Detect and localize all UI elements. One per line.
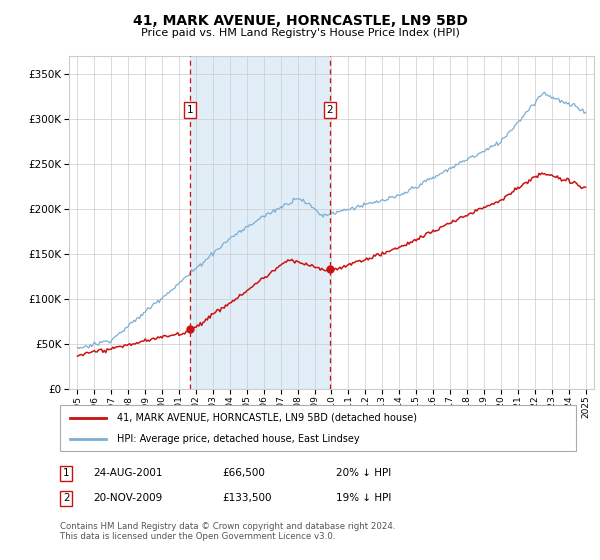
Text: 1: 1 (187, 105, 193, 115)
Text: 24-AUG-2001: 24-AUG-2001 (93, 468, 163, 478)
Text: 20% ↓ HPI: 20% ↓ HPI (336, 468, 391, 478)
Text: £133,500: £133,500 (222, 493, 271, 503)
Text: Price paid vs. HM Land Registry's House Price Index (HPI): Price paid vs. HM Land Registry's House … (140, 28, 460, 38)
Text: 2: 2 (63, 493, 70, 503)
Text: Contains HM Land Registry data © Crown copyright and database right 2024.
This d: Contains HM Land Registry data © Crown c… (60, 522, 395, 542)
Text: 19% ↓ HPI: 19% ↓ HPI (336, 493, 391, 503)
Text: 41, MARK AVENUE, HORNCASTLE, LN9 5BD: 41, MARK AVENUE, HORNCASTLE, LN9 5BD (133, 14, 467, 28)
Bar (190, 56, 330, 389)
Text: £66,500: £66,500 (222, 468, 265, 478)
Text: 20-NOV-2009: 20-NOV-2009 (93, 493, 162, 503)
Text: HPI: Average price, detached house, East Lindsey: HPI: Average price, detached house, East… (117, 435, 359, 444)
Text: 41, MARK AVENUE, HORNCASTLE, LN9 5BD (detached house): 41, MARK AVENUE, HORNCASTLE, LN9 5BD (de… (117, 413, 417, 423)
Text: 2: 2 (326, 105, 333, 115)
Text: 1: 1 (63, 468, 70, 478)
